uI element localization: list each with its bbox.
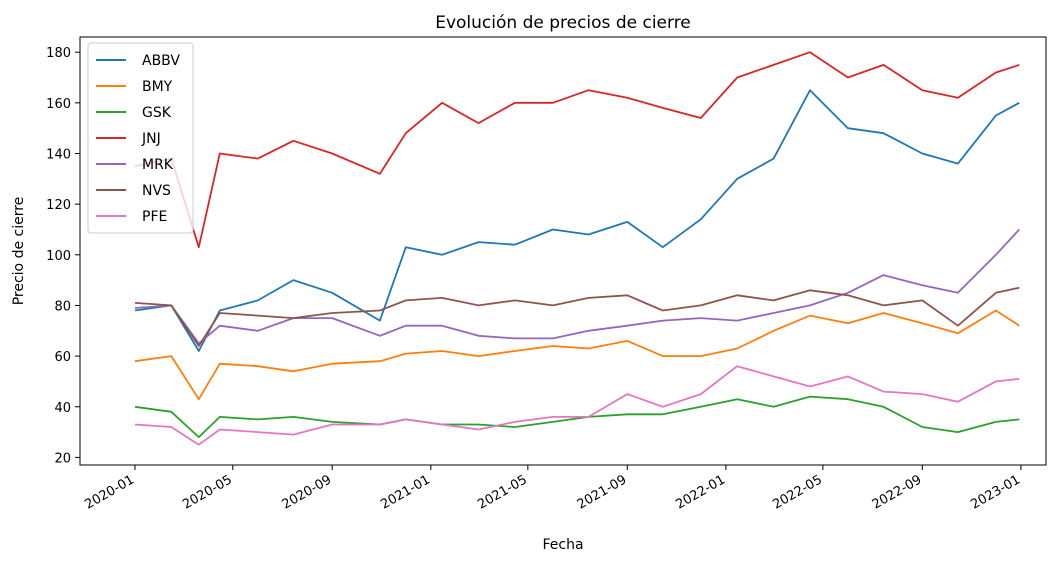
- legend-label: JNJ: [141, 131, 161, 147]
- series-line-abbv: [134, 89, 1020, 352]
- y-axis-label: Precio de cierre: [11, 197, 27, 306]
- x-tick-label: 2020-09: [280, 472, 335, 512]
- x-tick-label: 2020-05: [180, 472, 235, 512]
- x-tick-label: 2020-01: [82, 472, 137, 512]
- legend-label: BMY: [142, 79, 173, 95]
- y-tick-label: 140: [46, 147, 71, 162]
- series-line-nvs: [134, 286, 1020, 347]
- x-tick-label: 2022-09: [870, 472, 925, 512]
- legend-box: [87, 42, 194, 234]
- series-line-mrk: [134, 228, 1020, 345]
- y-tick-label: 180: [46, 46, 71, 61]
- legend-label: MRK: [142, 157, 174, 173]
- y-tick-label: 20: [54, 451, 71, 466]
- series-line-gsk: [134, 395, 1020, 439]
- x-axis: 2020-01 2020-05 2020-09 2021-01 2021-05 2021-…: [82, 465, 1023, 513]
- legend: ABBV BMY GSK JNJ MRK NVS PFE: [87, 42, 194, 234]
- y-tick-label: 100: [46, 249, 71, 264]
- x-axis-label: Fecha: [542, 537, 583, 553]
- series-line-bmy: [134, 309, 1020, 401]
- legend-label: NVS: [142, 183, 171, 199]
- x-tick-label: 2023-01: [968, 472, 1023, 512]
- x-tick-label: 2022-05: [770, 472, 825, 512]
- x-tick-label: 2021-05: [475, 472, 530, 512]
- x-tick-label: 2021-09: [575, 472, 630, 512]
- series-line-jnj: [134, 51, 1020, 249]
- plot-area: [134, 51, 1020, 446]
- y-tick-label: 40: [54, 401, 71, 416]
- y-axis: 20 40 60 80 100 120 140 160 180: [46, 46, 80, 466]
- series-line-pfe: [134, 365, 1020, 446]
- legend-label: PFE: [142, 209, 167, 225]
- chart-title: Evolución de precios de cierre: [435, 13, 691, 33]
- legend-label: ABBV: [142, 53, 180, 69]
- legend-label: GSK: [142, 105, 172, 121]
- y-tick-label: 120: [46, 198, 71, 213]
- y-tick-label: 160: [46, 97, 71, 112]
- x-tick-label: 2021-01: [378, 472, 433, 512]
- y-tick-label: 60: [54, 350, 71, 365]
- y-tick-label: 80: [54, 299, 71, 314]
- x-tick-label: 2022-01: [673, 472, 728, 512]
- plot-frame: [79, 36, 1047, 466]
